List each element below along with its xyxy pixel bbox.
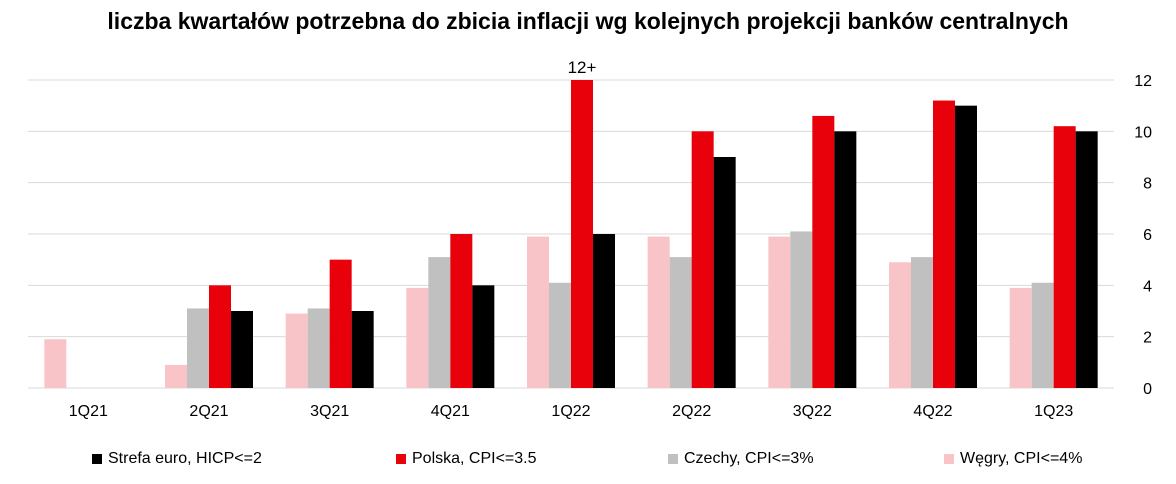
- bar: [1075, 131, 1098, 389]
- legend-swatch: [944, 454, 954, 464]
- data-label: 12+: [568, 58, 597, 77]
- legend-swatch: [396, 454, 406, 464]
- bar: [1031, 282, 1054, 388]
- bar: [165, 364, 187, 388]
- x-tick-label: 1Q23: [1034, 403, 1073, 420]
- chart-legend: Strefa euro, HICP<=2 Polska, CPI<=3.5 Czec…: [0, 450, 1176, 474]
- bar: [285, 313, 308, 388]
- legend-swatch: [668, 454, 678, 464]
- y-tick-label: 10: [1134, 124, 1152, 141]
- bar: [691, 131, 714, 389]
- bar: [307, 308, 330, 388]
- legend-label: Czechy, CPI<=3%: [684, 450, 814, 467]
- legend-item: Strefa euro, HICP<=2: [92, 450, 262, 468]
- x-tick-label: 3Q21: [310, 403, 349, 420]
- bar: [889, 262, 911, 388]
- y-tick-label: 2: [1143, 330, 1152, 347]
- bar: [329, 259, 352, 388]
- bar: [549, 282, 571, 388]
- x-tick-label: 3Q22: [793, 403, 832, 420]
- bar: [593, 234, 615, 388]
- bar: [231, 311, 253, 388]
- chart-title: liczba kwartałów potrzebna do zbicia inf…: [107, 8, 1069, 34]
- bar-chart: 0 2 4 6 8 10 12 1Q21 2Q21 3Q21 4Q21 1Q22 2Q22 3Q22 4Q2…: [28, 58, 1152, 420]
- bar: [790, 231, 813, 388]
- x-tick-label: 1Q22: [551, 403, 590, 420]
- x-tick-label: 1Q21: [69, 403, 108, 420]
- x-tick-label: 4Q22: [913, 403, 952, 420]
- legend-label: Węgry, CPI<=4%: [960, 450, 1083, 467]
- y-tick-label: 12: [1134, 73, 1152, 90]
- legend-item: Polska, CPI<=3.5: [396, 450, 537, 468]
- bar: [955, 105, 977, 389]
- y-tick-label: 4: [1143, 278, 1152, 295]
- bar: [933, 100, 955, 389]
- y-tick-label: 0: [1143, 381, 1152, 398]
- bar: [768, 236, 791, 388]
- bar: [571, 80, 593, 388]
- bar: [44, 339, 67, 388]
- x-tick-label: 4Q21: [431, 403, 470, 420]
- legend-swatch: [92, 454, 102, 464]
- bar: [669, 257, 692, 388]
- bar: [812, 115, 835, 388]
- y-tick-label: 6: [1143, 227, 1152, 244]
- legend-item: Węgry, CPI<=4%: [944, 450, 1082, 468]
- bar: [1053, 126, 1076, 388]
- legend-label: Strefa euro, HICP<=2: [108, 450, 262, 467]
- legend-item: Czechy, CPI<=3%: [668, 450, 814, 468]
- bar: [472, 285, 495, 388]
- bar: [647, 236, 670, 388]
- bar: [187, 308, 209, 388]
- bar: [713, 157, 736, 388]
- bar: [527, 236, 549, 388]
- bar: [834, 131, 857, 389]
- x-tick-label: 2Q22: [672, 403, 711, 420]
- bar: [209, 285, 231, 388]
- bar: [450, 234, 473, 388]
- bar: [1009, 287, 1032, 388]
- bar: [911, 257, 933, 388]
- x-tick-label: 2Q21: [189, 403, 228, 420]
- bar: [406, 287, 429, 388]
- y-tick-label: 8: [1143, 176, 1152, 193]
- legend-label: Polska, CPI<=3.5: [412, 450, 537, 467]
- bar: [428, 257, 451, 388]
- bar: [351, 311, 374, 388]
